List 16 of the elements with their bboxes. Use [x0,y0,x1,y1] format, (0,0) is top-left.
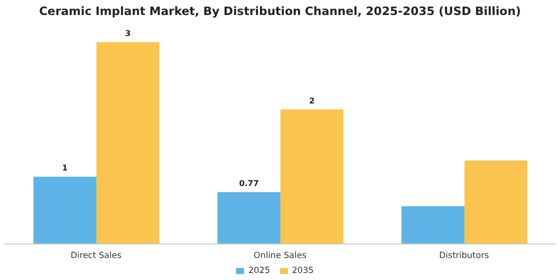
bar [217,192,280,244]
bar [464,160,528,244]
legend-label: 2025 [248,266,270,276]
x-tick-label: Distributors [439,251,490,262]
bar [96,42,160,244]
chart-title: Ceramic Implant Market, By Distribution Channel, 2025-2035 (USD Billion) [38,3,522,20]
bar [401,206,464,244]
data-label: 1 [62,164,68,173]
data-label: 0.77 [239,179,259,188]
x-tick-label: Direct Sales [70,251,122,262]
bar [33,176,96,244]
data-label: 3 [125,29,131,38]
bar [280,109,344,244]
legend-label: 2035 [292,266,314,276]
x-tick-label: Online Sales [254,251,307,262]
data-label: 2 [309,96,315,106]
